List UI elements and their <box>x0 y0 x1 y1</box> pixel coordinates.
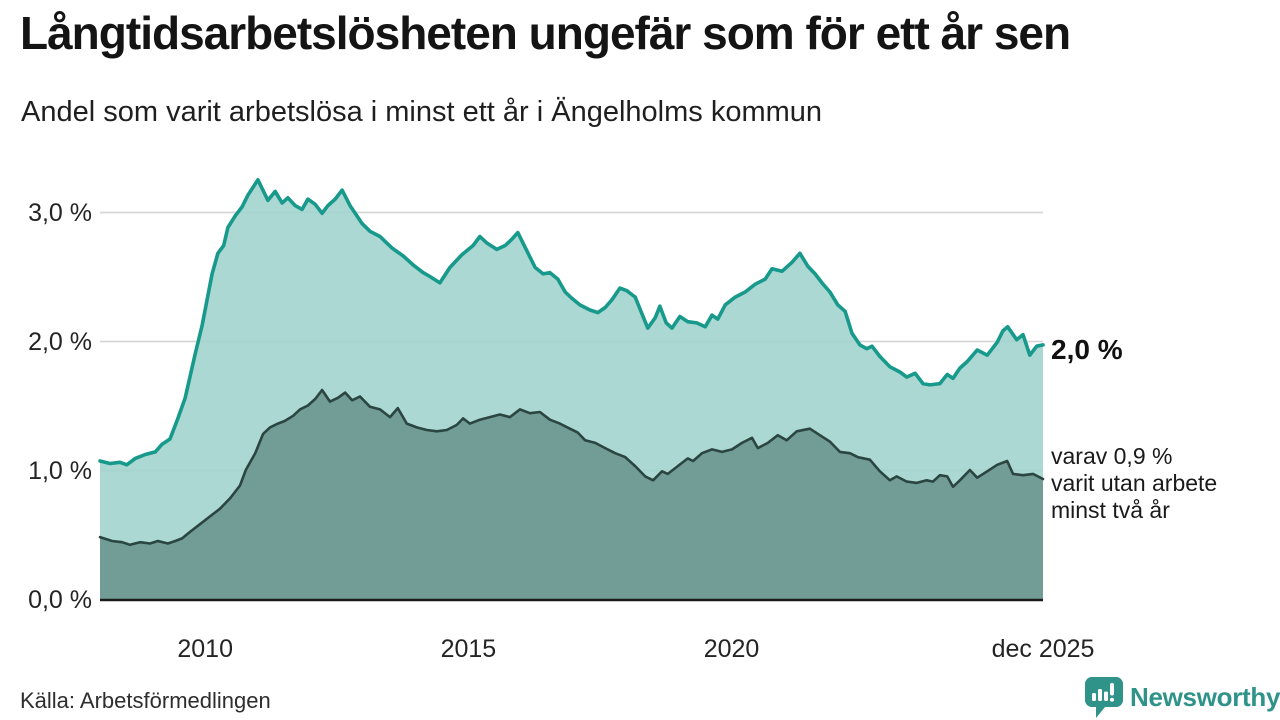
x-tick-label: 2015 <box>441 635 497 663</box>
page-subtitle: Andel som varit arbetslösa i minst ett å… <box>21 96 823 128</box>
x-tick-label: 2010 <box>177 635 233 663</box>
x-tick-label: 2020 <box>704 635 760 663</box>
series-areas <box>100 179 1043 600</box>
area-unemployed-two-years <box>100 390 1043 599</box>
newsworthy-logo: Newsworthy <box>1085 677 1280 718</box>
line-unemployed-two-years <box>98 388 1045 547</box>
source-note: Källa: Arbetsförmedlingen <box>20 688 271 713</box>
x-tick-label: dec 2025 <box>992 635 1095 663</box>
two-year-annotation: varav 0,9 % varit utan arbete minst två … <box>1051 443 1218 523</box>
page-title: Långtidsarbetslösheten ungefär som för e… <box>20 7 1071 59</box>
series-lines <box>98 178 1045 547</box>
y-tick-label: 2,0 % <box>28 328 92 356</box>
line-unemployed-one-year <box>98 178 1045 467</box>
latest-value-label: 2,0 % <box>1051 334 1123 365</box>
y-axis-labels: 0,0 % 1,0 % 2,0 % 3,0 % <box>28 199 92 614</box>
x-axis-labels: 2010 2015 2020 dec 2025 <box>177 635 1094 663</box>
newsworthy-wordmark: Newsworthy <box>1130 682 1280 712</box>
y-tick-label: 3,0 % <box>28 199 92 227</box>
y-tick-label: 0,0 % <box>28 586 92 614</box>
newsworthy-bubble-chart-icon <box>1085 677 1123 718</box>
y-tick-label: 1,0 % <box>28 457 92 485</box>
